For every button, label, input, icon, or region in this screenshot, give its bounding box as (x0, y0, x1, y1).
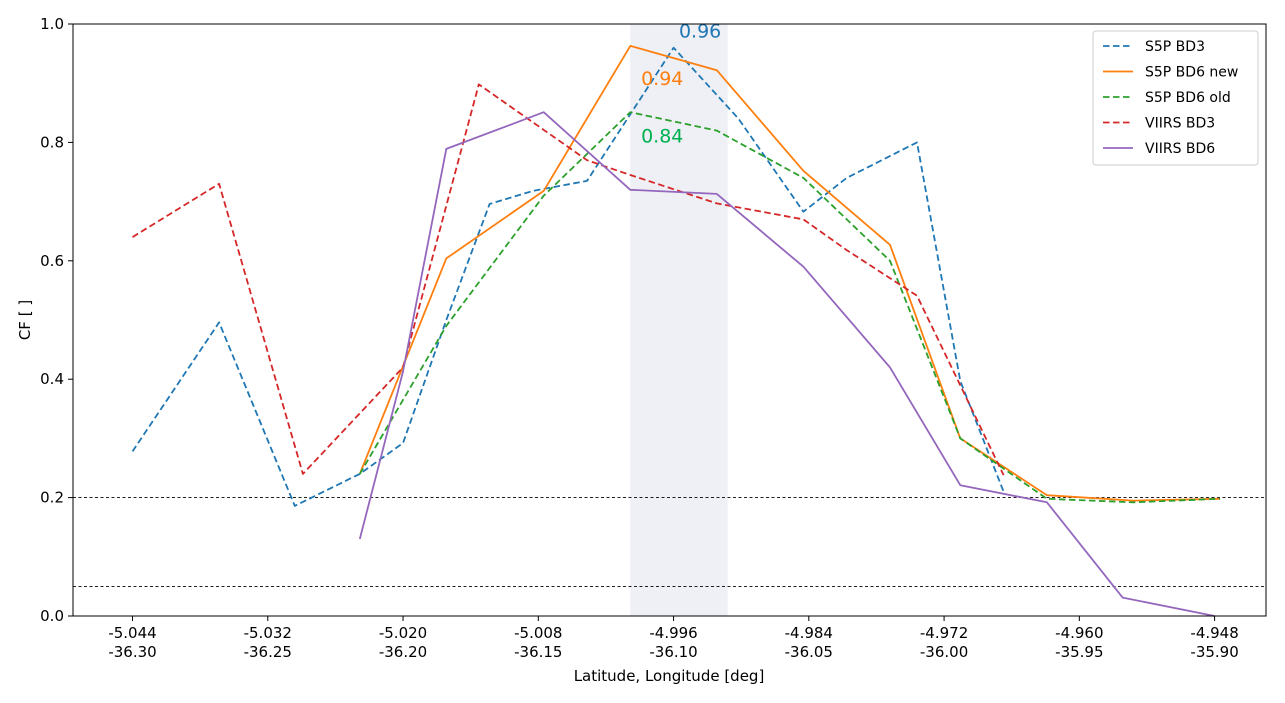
x-tick-label-lon: -36.00 (920, 643, 968, 661)
y-axis-ticks: 0.0 0.2 0.4 0.6 0.8 1.0 (40, 15, 73, 625)
legend-label: S5P BD6 new (1145, 65, 1238, 81)
series-layer (131, 45, 1221, 617)
y-tick-label: 0.0 (40, 607, 64, 625)
x-tick-label-lat: -4.948 (1190, 624, 1238, 642)
annotation-label: 0.96 (679, 21, 721, 43)
x-axis-label: Latitude, Longitude [deg] (574, 667, 765, 685)
y-tick-label: 0.2 (40, 489, 64, 507)
x-tick-label-lon: -36.30 (108, 643, 156, 661)
x-tick-label-lon: -35.90 (1190, 643, 1238, 661)
x-tick-label-lon: -36.20 (379, 643, 427, 661)
y-tick-label: 0.6 (40, 252, 64, 270)
x-tick-label-lon: -36.05 (785, 643, 833, 661)
legend-label: VIIRS BD3 (1145, 116, 1215, 132)
x-tick-label-lat: -4.984 (785, 624, 833, 642)
x-tick-label-lon: -36.25 (244, 643, 292, 661)
x-tick-label-lat: -4.996 (649, 624, 697, 642)
threshold-lines-layer (73, 497, 1266, 587)
x-tick-label-lat: -5.020 (379, 624, 427, 642)
y-tick-label: 0.8 (40, 133, 64, 151)
series-line (358, 45, 1221, 502)
legend-box (1092, 30, 1259, 166)
x-axis-ticks: -5.044-36.30 -5.032-36.25 -5.020-36.20 -5.0… (108, 616, 1239, 661)
series-line (358, 111, 1215, 617)
x-tick-label-lat: -4.960 (1055, 624, 1103, 642)
highlight-band-layer (630, 24, 728, 616)
series-line (359, 111, 1221, 504)
plot-frame (72, 23, 1267, 617)
annotation-label: 0.94 (641, 68, 683, 90)
legend-label: S5P BD3 (1145, 39, 1205, 55)
x-tick-label-lat: -5.044 (108, 624, 156, 642)
legend: S5P BD3 S5P BD6 new S5P BD6 old VIIRS BD3 VI… (1092, 30, 1259, 166)
legend-label: VIIRS BD6 (1145, 141, 1215, 157)
legend-label: S5P BD6 old (1145, 90, 1231, 106)
series-line (132, 83, 1005, 476)
x-tick-label-lon: -36.15 (514, 643, 562, 661)
x-tick-label-lat: -4.972 (920, 624, 968, 642)
y-tick-label: 0.4 (40, 370, 64, 388)
x-tick-label-lon: -35.95 (1055, 643, 1103, 661)
x-tick-label-lat: -5.032 (244, 624, 292, 642)
series-line (131, 46, 1005, 507)
x-tick-label-lon: -36.10 (649, 643, 697, 661)
x-tick-label-lat: -5.008 (514, 624, 562, 642)
highlight-band (630, 24, 728, 616)
annotations-layer: 0.96 0.94 0.84 (641, 21, 721, 148)
y-axis-label: CF [ ] (16, 300, 34, 340)
annotation-label: 0.84 (641, 125, 683, 147)
y-tick-label: 1.0 (40, 15, 64, 33)
